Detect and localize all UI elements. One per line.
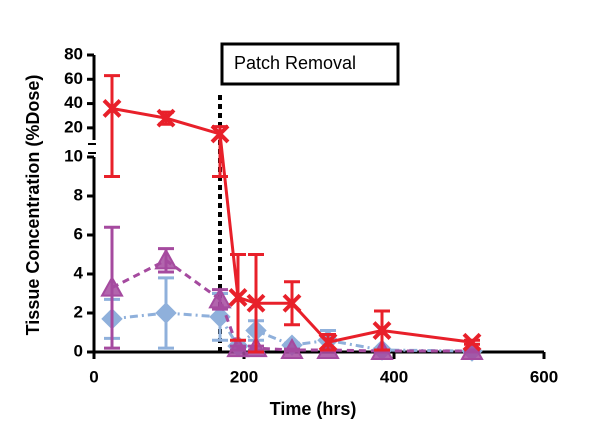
marker [208,287,232,309]
marker [282,293,302,313]
marker [462,332,482,352]
y-tick-label: 8 [74,185,83,204]
marker [100,275,124,297]
y-tick-label: 20 [64,117,83,136]
y-tick-label: 40 [64,93,83,112]
x-tick-label: 200 [230,367,258,386]
marker [228,287,248,307]
marker [155,302,177,324]
y-tick-label: 10 [64,146,83,165]
annotation-box [220,42,400,86]
marker [372,321,392,340]
y-axis-label: Tissue Concentration (%Dose) [23,75,43,336]
x-axis-label: Time (hrs) [270,399,357,419]
marker [156,108,176,128]
y-tick-label: 6 [74,224,83,243]
marker [226,336,250,358]
y-tick-label: 2 [74,302,83,321]
marker [102,99,122,118]
marker [246,293,266,313]
marker [210,124,230,144]
marker [209,306,231,328]
x-tick-label: 400 [380,367,408,386]
marker [154,248,178,270]
marker [318,332,338,352]
x-tick-label: 600 [530,367,558,386]
y-tick-label: 60 [64,69,83,88]
y-tick-label: 0 [74,341,83,360]
error-bar [104,74,120,178]
y-tick-label: 4 [74,263,84,282]
x-tick-label: 0 [89,367,98,386]
annotation-text: Patch Removal [234,53,356,73]
y-tick-label: 80 [64,44,83,63]
marker [280,337,304,360]
